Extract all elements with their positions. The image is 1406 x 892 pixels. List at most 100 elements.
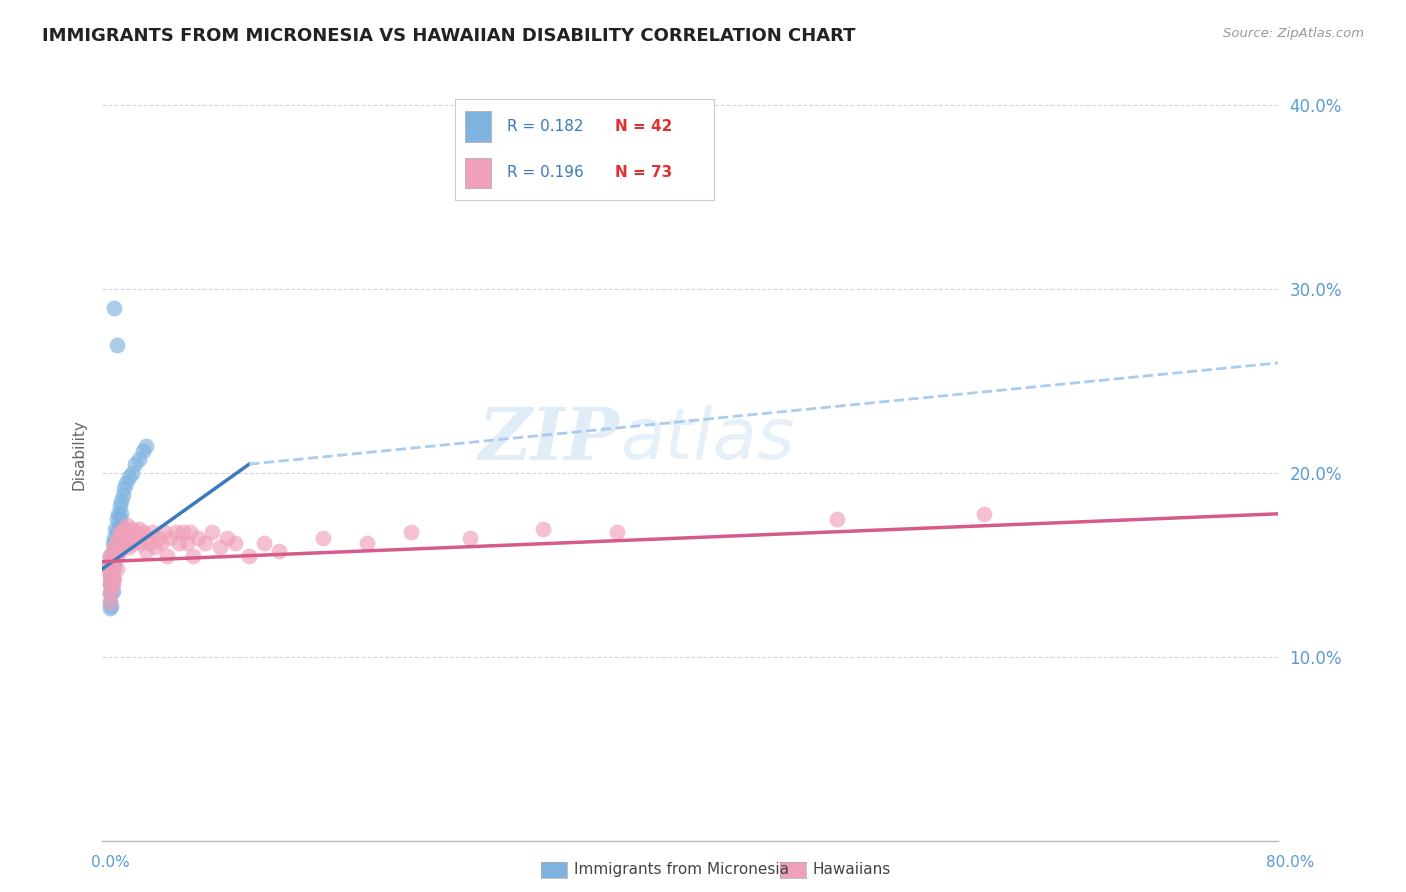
Point xyxy=(100,576,122,591)
Text: ZIP: ZIP xyxy=(479,404,620,475)
Point xyxy=(179,525,201,540)
Point xyxy=(125,531,148,545)
Point xyxy=(101,576,124,591)
Point xyxy=(165,525,187,540)
Point xyxy=(141,525,163,540)
Point xyxy=(104,522,127,536)
Point xyxy=(146,531,169,545)
Point xyxy=(98,600,121,615)
Point xyxy=(107,507,129,521)
Point xyxy=(103,301,125,315)
Point xyxy=(111,525,134,540)
Point xyxy=(98,586,121,600)
Point xyxy=(606,525,628,540)
Text: atlas: atlas xyxy=(620,405,794,474)
Point xyxy=(98,576,121,591)
Point xyxy=(98,595,121,609)
Point xyxy=(187,531,209,545)
Point xyxy=(103,571,125,585)
Point xyxy=(107,531,129,545)
Point xyxy=(118,470,141,484)
Point xyxy=(121,522,143,536)
Text: 0.0%: 0.0% xyxy=(91,855,131,870)
Point xyxy=(132,444,155,458)
Point xyxy=(238,549,260,563)
Point xyxy=(105,525,128,540)
Point xyxy=(101,573,124,587)
Point xyxy=(121,467,143,481)
Point xyxy=(118,525,141,540)
Point xyxy=(112,522,135,536)
Point xyxy=(101,562,124,576)
Point xyxy=(110,531,132,545)
Point xyxy=(159,531,181,545)
Point xyxy=(98,595,121,609)
Point xyxy=(973,507,995,521)
Point xyxy=(103,543,125,558)
Point xyxy=(105,536,128,550)
Point xyxy=(98,562,121,576)
Point xyxy=(105,337,128,351)
Point xyxy=(124,525,146,540)
Point xyxy=(312,531,335,545)
Point xyxy=(167,536,190,550)
Point xyxy=(825,512,848,526)
Point xyxy=(100,555,122,569)
Point xyxy=(98,549,121,563)
Y-axis label: Disability: Disability xyxy=(72,419,86,491)
Point xyxy=(100,555,122,569)
Text: 80.0%: 80.0% xyxy=(1267,855,1315,870)
Point xyxy=(201,525,224,540)
Point xyxy=(98,567,121,582)
Point xyxy=(100,599,122,613)
Point xyxy=(105,540,128,554)
Point xyxy=(101,543,124,558)
Point xyxy=(128,522,150,536)
Point xyxy=(224,536,246,550)
Point xyxy=(114,525,136,540)
Point xyxy=(104,536,127,550)
Point xyxy=(458,531,481,545)
Point xyxy=(103,531,125,545)
Point xyxy=(112,536,135,550)
Point xyxy=(100,581,122,595)
Point xyxy=(118,540,141,554)
Point xyxy=(153,525,176,540)
Point xyxy=(143,540,166,554)
Point xyxy=(97,562,120,576)
Point xyxy=(150,536,173,550)
Text: Source: ZipAtlas.com: Source: ZipAtlas.com xyxy=(1223,27,1364,40)
Point xyxy=(208,540,231,554)
Point xyxy=(112,481,135,495)
Point xyxy=(128,451,150,466)
Point xyxy=(135,439,157,453)
Point xyxy=(120,531,142,545)
Point xyxy=(101,536,124,550)
Point xyxy=(108,543,131,558)
Point xyxy=(111,488,134,502)
Point xyxy=(183,549,205,563)
Point xyxy=(98,576,121,591)
Point xyxy=(103,540,125,554)
Point xyxy=(110,507,132,521)
Point xyxy=(399,525,422,540)
Point xyxy=(103,555,125,569)
Point xyxy=(122,536,145,550)
Point xyxy=(108,512,131,526)
Point xyxy=(98,549,121,563)
Point xyxy=(105,512,128,526)
Point xyxy=(138,536,160,550)
Point xyxy=(135,531,157,545)
Point xyxy=(105,549,128,563)
Point xyxy=(101,584,124,599)
Text: IMMIGRANTS FROM MICRONESIA VS HAWAIIAN DISABILITY CORRELATION CHART: IMMIGRANTS FROM MICRONESIA VS HAWAIIAN D… xyxy=(42,27,856,45)
Point xyxy=(101,549,124,563)
Point xyxy=(100,567,122,582)
Point xyxy=(172,525,194,540)
Point xyxy=(531,522,554,536)
Point xyxy=(104,549,127,563)
Point xyxy=(253,536,276,550)
Point xyxy=(114,475,136,490)
Text: Hawaiians: Hawaiians xyxy=(813,863,891,877)
Point xyxy=(135,543,157,558)
